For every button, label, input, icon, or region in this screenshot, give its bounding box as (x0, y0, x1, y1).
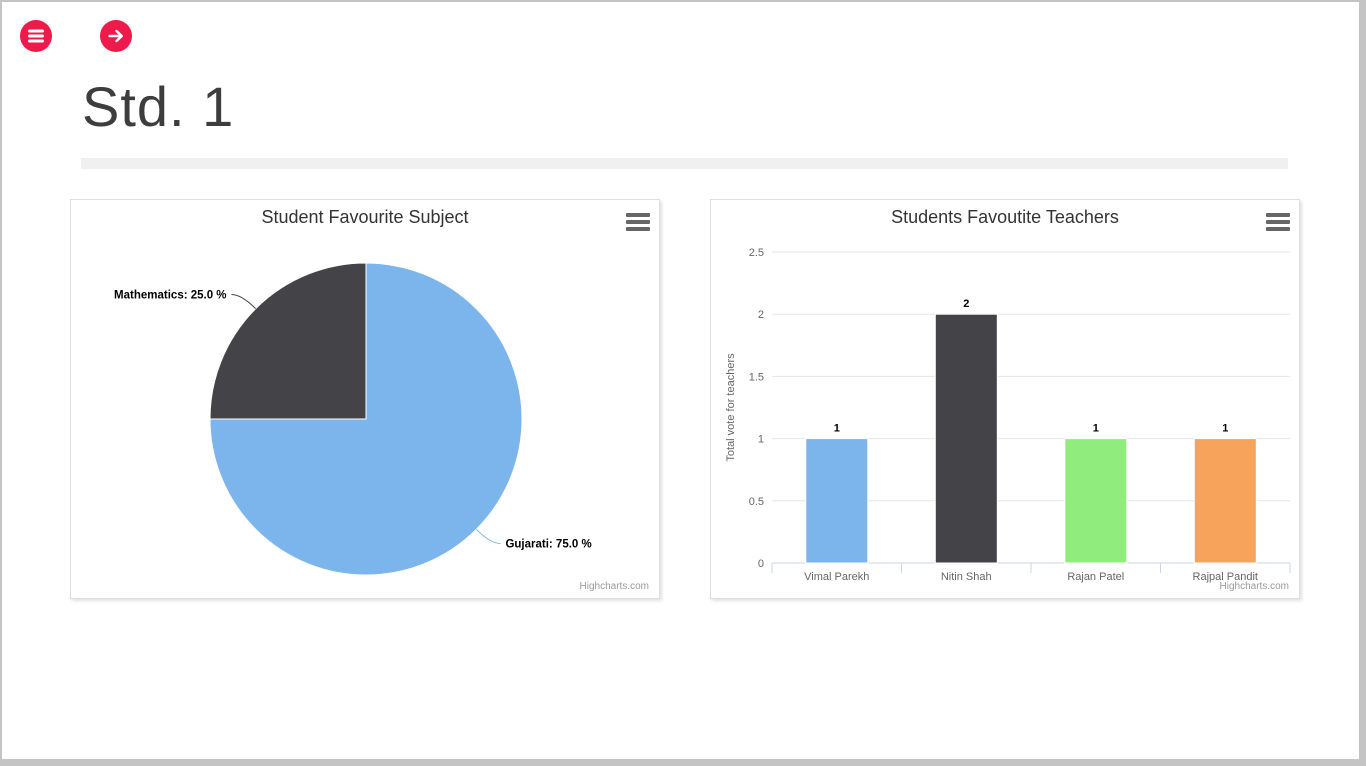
menu-button[interactable] (20, 20, 52, 52)
pie-data-label: Gujarati: 75.0 % (505, 538, 591, 550)
x-category-label: Nitin Shah (941, 571, 992, 583)
hamburger-icon (1266, 220, 1290, 224)
bar-chart-title: Students Favoutite Teachers (891, 207, 1119, 227)
bar-chart-card: Students Favoutite Teachers 0 0.5 1 1.5 2 2.5… (710, 199, 1300, 599)
x-category-label: Rajan Patel (1067, 571, 1124, 583)
hamburger-icon (626, 220, 650, 224)
bar-nitin-shah[interactable] (934, 313, 998, 564)
pie-label-connector (231, 294, 257, 310)
x-category-label: Rajpal Pandit (1193, 571, 1258, 583)
pie-slice-gujarati[interactable] (209, 262, 523, 576)
y-tick-label: 1 (758, 434, 764, 446)
y-tick-label: 1.5 (749, 371, 764, 383)
hamburger-icon (626, 227, 650, 231)
bar-data-label: 2 (963, 298, 969, 310)
y-tick-label: 2 (758, 309, 764, 321)
chart-context-menu-button[interactable] (626, 213, 650, 231)
y-tick-label: 0 (758, 558, 764, 570)
chart-context-menu-button[interactable] (1266, 213, 1290, 231)
y-tick-label: 0.5 (749, 496, 764, 508)
bar-rajpal-pandit[interactable] (1193, 438, 1257, 564)
arrow-right-icon (108, 29, 123, 43)
bar-data-label: 1 (834, 423, 840, 435)
pie-label-connector (475, 528, 501, 544)
hamburger-icon (1266, 227, 1290, 231)
highcharts-credit-link[interactable]: Highcharts.com (579, 581, 649, 592)
hamburger-icon (28, 29, 44, 43)
next-button[interactable] (100, 20, 132, 52)
y-axis-title: Total vote for teachers (725, 353, 737, 462)
highcharts-credit-link[interactable]: Highcharts.com (1219, 581, 1289, 592)
title-divider (81, 158, 1288, 169)
bar-data-label: 1 (1222, 423, 1228, 435)
hamburger-icon (1266, 213, 1290, 217)
x-category-label: Vimal Parekh (804, 571, 869, 583)
pie-slice-mathematics[interactable] (209, 262, 367, 420)
bar-data-label: 1 (1093, 423, 1099, 435)
bar-vimal-parekh[interactable] (805, 438, 869, 564)
bar-rajan-patel[interactable] (1064, 438, 1128, 564)
y-tick-label: 2.5 (749, 247, 764, 259)
pie-chart[interactable]: Gujarati: 75.0 % Mathematics: 25.0 % (71, 200, 659, 598)
pie-chart-title: Student Favourite Subject (261, 207, 469, 227)
pie-data-label: Mathematics: 25.0 % (114, 290, 227, 302)
page-title: Std. 1 (82, 75, 235, 138)
pie-chart-card: Student Favourite Subject Gujarati: 75.0… (70, 199, 660, 599)
bar-chart[interactable]: 0 0.5 1 1.5 2 2.5 1 Vimal Parekh 2 Nitin Shah 1 Raj… (711, 200, 1299, 598)
hamburger-icon (626, 213, 650, 217)
